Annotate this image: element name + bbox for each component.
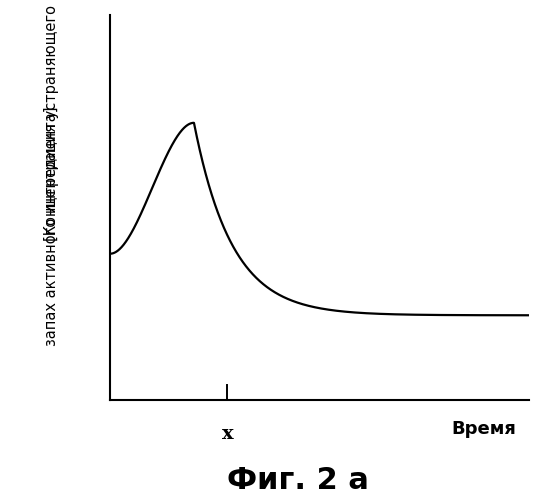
Text: Фиг. 2 а: Фиг. 2 а bbox=[226, 466, 369, 495]
Text: x: x bbox=[222, 425, 233, 443]
Text: [Концентрация устраняющего: [Концентрация устраняющего bbox=[44, 5, 59, 241]
Text: Время: Время bbox=[451, 420, 516, 438]
Text: запах активного ингредиента]: запах активного ингредиента] bbox=[44, 107, 59, 346]
